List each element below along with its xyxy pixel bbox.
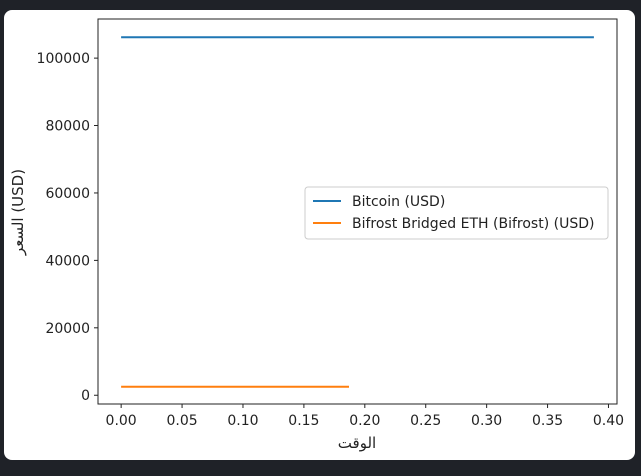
x-tick-label: 0.00 xyxy=(106,413,137,429)
x-tick-label: 0.40 xyxy=(593,413,624,429)
y-tick-label: 60000 xyxy=(45,186,90,202)
x-tick-label: 0.35 xyxy=(532,413,563,429)
x-tick-label: 0.15 xyxy=(288,413,319,429)
x-tick-label: 0.05 xyxy=(166,413,197,429)
series-lines xyxy=(121,36,594,388)
x-tick-label: 0.10 xyxy=(227,413,258,429)
y-axis-ticks: 0 20000 40000 60000 80000 100000 xyxy=(37,51,98,404)
legend-label: Bifrost Bridged ETH (Bifrost) (USD) xyxy=(352,216,594,232)
y-tick-label: 20000 xyxy=(45,321,90,337)
y-tick-label: 40000 xyxy=(45,253,90,269)
chart-frame: 0.00 0.05 0.10 0.15 0.20 0.25 0.30 0.35 0.40 0 20… xyxy=(4,10,635,460)
x-axis-ticks: 0.00 0.05 0.10 0.15 0.20 0.25 0.30 0.35 0.40 xyxy=(106,404,624,429)
y-tick-label: 100000 xyxy=(37,51,90,67)
legend: Bitcoin (USD) Bifrost Bridged ETH (Bifros… xyxy=(304,186,609,240)
y-tick-label: 80000 xyxy=(45,119,90,135)
x-tick-label: 0.25 xyxy=(410,413,441,429)
y-tick-label: 0 xyxy=(81,388,90,404)
legend-label: Bitcoin (USD) xyxy=(352,194,445,210)
x-tick-label: 0.30 xyxy=(471,413,502,429)
line-chart: 0.00 0.05 0.10 0.15 0.20 0.25 0.30 0.35 0.40 0 20… xyxy=(9,18,624,452)
y-axis-label: السعر (USD) xyxy=(9,169,27,256)
x-axis-label: الوقت xyxy=(338,434,376,452)
legend-box xyxy=(304,186,609,240)
x-tick-label: 0.20 xyxy=(349,413,380,429)
